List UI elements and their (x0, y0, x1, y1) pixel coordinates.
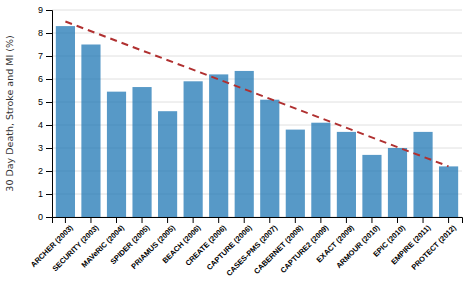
tick-mark (46, 10, 52, 11)
tick-label: 4 (38, 120, 43, 130)
tick-mark (65, 217, 66, 223)
axis-line (53, 218, 463, 224)
tick-mark (346, 217, 347, 223)
tick-mark (46, 148, 52, 149)
tick: 1 (38, 189, 52, 199)
bar (260, 100, 279, 217)
tick: ARMOUR (2010) (334, 217, 381, 270)
tick-mark (46, 171, 52, 172)
grid (52, 10, 462, 217)
tick-mark (371, 217, 372, 223)
plot: 0 1 2 3 4 5 6 7 8 9 ARCHER (2003)SECURITY (2003)MA… (29, 5, 463, 278)
tick-mark (142, 217, 143, 223)
tick-mark (218, 217, 219, 223)
tick-mark (244, 217, 245, 223)
trend-line (65, 22, 448, 167)
tick-mark (46, 102, 52, 103)
bar (337, 132, 356, 217)
bar (132, 87, 151, 217)
tick-mark (193, 217, 194, 223)
axis-line (46, 11, 53, 218)
tick-mark (46, 194, 52, 195)
grid-line (52, 79, 462, 80)
tick: CAPTURE (2006) (205, 217, 254, 272)
tick-label: 7 (38, 51, 43, 61)
bar (235, 71, 254, 217)
tick: PROTECT (2012) (409, 217, 458, 272)
bar (311, 123, 330, 217)
bar (56, 26, 75, 217)
tick: SECURITY (2003) (50, 217, 100, 273)
tick-mark (269, 217, 270, 223)
tick-mark (46, 79, 52, 80)
tick-mark (448, 217, 449, 223)
tick: 0 (38, 212, 52, 222)
tick-label: MAVeRIC (2004) (80, 223, 127, 270)
bar (286, 130, 305, 217)
tick-mark (90, 217, 91, 223)
tick: PRIAMUS (2005) (129, 217, 177, 271)
grid-line (52, 10, 462, 11)
bar (81, 45, 100, 218)
tick-label: 2 (38, 166, 43, 176)
tick-label: PROTECT (2012) (409, 223, 458, 272)
bar (388, 148, 407, 217)
y-axis: 0 1 2 3 4 5 6 7 8 9 (38, 5, 53, 222)
tick-label: 0 (38, 212, 43, 222)
tick: CAPTURE2 (2009) (278, 217, 330, 275)
tick-label: 3 (38, 143, 43, 153)
tick: 2 (38, 166, 52, 176)
tick-label: CAPTURE (2006) (205, 223, 254, 272)
tick: 5 (38, 97, 52, 107)
tick-mark (167, 217, 168, 223)
chart: 0 1 2 3 4 5 6 7 8 9 ARCHER (2003)SECURITY (2003)MA… (0, 0, 474, 289)
tick: 3 (38, 143, 52, 153)
tick-mark (46, 125, 52, 126)
grid-line (52, 56, 462, 57)
tick-label: ARMOUR (2010) (334, 223, 381, 270)
y-axis-title: 30 Day Death, Stroke and MI (%) (4, 35, 15, 191)
bar (184, 81, 203, 217)
bar (439, 166, 458, 217)
bar (158, 111, 177, 217)
tick-label: SECURITY (2003) (50, 223, 100, 273)
tick: 4 (38, 120, 52, 130)
tick: 7 (38, 51, 52, 61)
tick-label: PRIAMUS (2005) (129, 223, 177, 271)
tick-mark (116, 217, 117, 223)
tick-mark (46, 56, 52, 57)
grid-line (52, 33, 462, 34)
bar (107, 92, 126, 217)
tick-label: 6 (38, 74, 43, 84)
tick-label: 1 (38, 189, 43, 199)
tick-label: 8 (38, 28, 43, 38)
tick: 6 (38, 74, 52, 84)
marks (56, 22, 458, 218)
tick-mark (46, 33, 52, 34)
tick-mark (46, 217, 52, 218)
tick-mark (423, 217, 424, 223)
x-axis: ARCHER (2003)SECURITY (2003)MAVeRIC (200… (29, 217, 463, 278)
tick-mark (320, 217, 321, 223)
tick: CABERNET (2008) (252, 217, 305, 276)
tick-label: 9 (38, 5, 43, 15)
tick: 8 (38, 28, 52, 38)
tick-label: 5 (38, 97, 43, 107)
tick-mark (397, 217, 398, 223)
bar (413, 132, 432, 217)
tick-label: ARCHER (2003) (29, 223, 75, 269)
bar (209, 74, 228, 217)
tick: 9 (38, 5, 52, 15)
bar (362, 155, 381, 217)
tick-mark (295, 217, 296, 223)
